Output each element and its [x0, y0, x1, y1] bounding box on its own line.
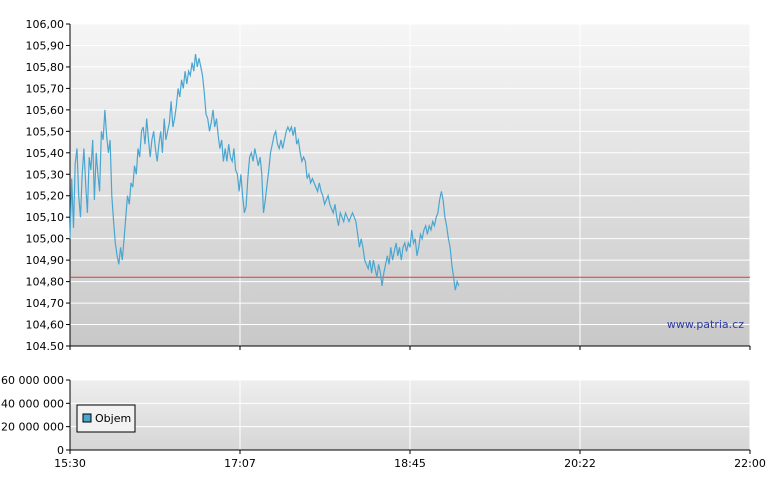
- price-y-tick-label: 104,70: [26, 297, 65, 310]
- watermark: www.patria.cz: [667, 318, 744, 331]
- price-y-tick-label: 105,30: [26, 168, 65, 181]
- x-tick-label: 17:07: [224, 457, 256, 470]
- price-y-tick-label: 105,70: [26, 82, 65, 95]
- price-y-tick-label: 105,50: [26, 125, 65, 138]
- price-y-tick-label: 105,20: [26, 190, 65, 203]
- price-y-tick-label: 104,90: [26, 254, 65, 267]
- volume-y-tick-label: 40 000 000: [1, 397, 64, 410]
- volume-x-axis-labels: 15:30 17:07 18:45 20:22 22:00: [54, 450, 766, 470]
- volume-y-tick-label: 0: [57, 444, 64, 457]
- legend-swatch: [82, 413, 92, 423]
- price-y-tick-label: 105,40: [26, 147, 65, 160]
- volume-y-tick-label: 60 000 000: [1, 374, 64, 387]
- price-grid: [69, 23, 751, 347]
- x-tick-label: 20:22: [564, 457, 596, 470]
- price-y-tick-label: 105,10: [26, 211, 65, 224]
- price-y-tick-label: 105,00: [26, 233, 65, 246]
- price-x-ticks: [69, 346, 751, 350]
- price-series-line: [69, 54, 460, 291]
- volume-y-tick-label: 20 000 000: [1, 421, 64, 434]
- legend-label: Objem: [95, 412, 131, 425]
- x-tick-label: 22:00: [734, 457, 766, 470]
- price-y-tick-label: 105,60: [26, 104, 65, 117]
- x-tick-label: 18:45: [394, 457, 426, 470]
- volume-y-axis: 0 20 000 000 40 000 000 60 000 000: [1, 374, 71, 457]
- price-y-tick-label: 105,90: [26, 39, 65, 52]
- price-y-tick-label: 104,60: [26, 319, 65, 332]
- volume-legend: Objem: [76, 404, 136, 433]
- price-y-tick-label: 104,80: [26, 276, 65, 289]
- price-y-tick-label: 105,80: [26, 61, 65, 74]
- price-y-tick-label: 106,00: [26, 18, 65, 31]
- x-tick-label: 15:30: [54, 457, 86, 470]
- price-y-axis: 104.50 104,60 104,70 104,80 104,90 105,00 105,…: [26, 18, 71, 353]
- price-y-tick-label: 104.50: [26, 340, 65, 353]
